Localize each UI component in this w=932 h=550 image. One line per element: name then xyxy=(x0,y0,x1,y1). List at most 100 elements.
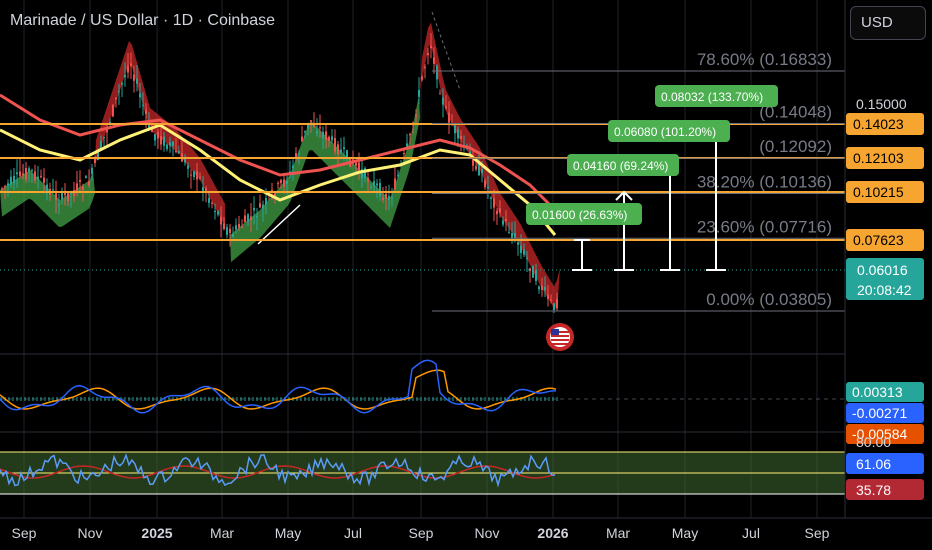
candle-body xyxy=(292,165,294,169)
time-axis-tick: Sep xyxy=(12,525,37,541)
macd-histogram-bar xyxy=(124,397,126,401)
candle-body xyxy=(340,149,342,153)
candle-body xyxy=(334,138,336,152)
candle-body xyxy=(52,189,54,191)
candle-body xyxy=(355,162,357,166)
candle-body xyxy=(220,216,222,225)
candle-body xyxy=(319,127,321,129)
macd-histogram-bar xyxy=(128,397,130,401)
target-label-box xyxy=(655,85,778,107)
macd-histogram-bar xyxy=(268,397,270,401)
time-axis-tick: Nov xyxy=(78,525,103,541)
candle-body xyxy=(67,191,69,202)
dashed-trend-line xyxy=(431,11,461,91)
macd-histogram-bar xyxy=(412,397,414,401)
candle-body xyxy=(193,171,195,178)
macd-histogram-bar xyxy=(556,397,558,401)
time-axis-tick: Jul xyxy=(344,525,362,541)
currency-button[interactable]: USD xyxy=(850,6,926,40)
candle-body xyxy=(37,176,39,180)
candle-body xyxy=(499,208,501,213)
target-arrowhead xyxy=(615,190,633,201)
candle-body xyxy=(361,169,363,179)
macd-histogram-bar xyxy=(80,397,82,401)
candle-body xyxy=(205,187,207,193)
macd-histogram-bar xyxy=(188,397,190,401)
candle-body xyxy=(178,150,180,154)
macd-histogram-bar xyxy=(508,397,510,401)
candle-body xyxy=(97,150,99,161)
macd-histogram-bar xyxy=(528,397,530,401)
candle-body xyxy=(469,151,471,154)
us-flag-icon[interactable] xyxy=(546,323,574,351)
candle-body xyxy=(520,245,522,253)
candle-body xyxy=(148,121,150,129)
candle-body xyxy=(373,181,375,187)
target-label-text: 0.06080 (101.20%) xyxy=(614,125,716,139)
candle-body xyxy=(151,127,153,132)
candle-body xyxy=(280,180,282,184)
candle-body xyxy=(484,180,486,188)
candle-body xyxy=(535,270,537,282)
target-label-box xyxy=(608,120,730,142)
macd-histogram-bar xyxy=(116,397,118,401)
macd-histogram-bar xyxy=(44,397,46,401)
candle-body xyxy=(283,179,285,187)
price-level-value: 0.12103 xyxy=(853,150,904,166)
last-price-value: 0.06016 xyxy=(857,262,908,278)
macd-histogram-bar xyxy=(488,397,490,401)
candle-body xyxy=(61,192,63,200)
macd-histogram-bar xyxy=(160,397,162,401)
candle-body xyxy=(133,74,135,81)
candle-body xyxy=(409,133,411,136)
macd-histogram-bar xyxy=(32,397,34,401)
time-axis-tick: 2026 xyxy=(537,525,568,541)
macd-histogram-bar xyxy=(320,397,322,401)
macd-histogram-bar xyxy=(540,397,542,401)
candle-body xyxy=(235,225,237,230)
macd-histogram-bar xyxy=(332,397,334,401)
candle-body xyxy=(316,131,318,134)
candle-body xyxy=(493,198,495,208)
macd-histogram-bar xyxy=(376,397,378,401)
price-level-value: 0.07623 xyxy=(853,232,904,248)
time-axis: Sep Nov 2025 Mar May Jul Sep Nov 2026 Mar May Jul Se… xyxy=(0,517,932,541)
candle-body xyxy=(238,223,240,228)
candle-body xyxy=(76,183,78,193)
candle-body xyxy=(433,57,435,64)
rsi-value-label xyxy=(846,453,924,474)
candle-body xyxy=(58,204,60,206)
rsi-ma-line xyxy=(0,465,556,479)
macd-histogram-bar xyxy=(348,397,350,401)
candle-body xyxy=(532,266,534,278)
candle-body xyxy=(496,210,498,215)
macd-histogram-bar xyxy=(492,397,494,401)
macd-histogram-bar xyxy=(260,397,262,401)
target-label-box xyxy=(526,203,642,225)
macd-histogram-bar xyxy=(452,397,454,401)
time-axis-tick: May xyxy=(275,525,301,541)
macd-histogram-bar xyxy=(460,397,462,401)
candle-body xyxy=(406,143,408,147)
macd-histogram-bar xyxy=(524,397,526,401)
macd-histogram-bar xyxy=(8,397,10,401)
candle-body xyxy=(100,141,102,149)
candle-body xyxy=(142,104,144,106)
macd-histogram-bar xyxy=(144,397,146,401)
candle-body xyxy=(7,183,9,186)
macd-histogram-bar xyxy=(364,397,366,401)
candle-body xyxy=(85,176,87,179)
candle-body xyxy=(10,176,12,185)
macd-histogram-bar xyxy=(200,397,202,401)
macd-histogram-bar xyxy=(52,397,54,401)
macd-histogram-bar xyxy=(532,397,534,401)
macd-histogram-bar xyxy=(24,397,26,401)
macd-histogram-bar xyxy=(368,397,370,401)
macd-histogram-bar xyxy=(304,397,306,401)
candle-body xyxy=(190,174,192,176)
macd-histogram-bar xyxy=(240,397,242,401)
macd-histogram-bar xyxy=(420,397,422,401)
candle-body xyxy=(445,106,447,108)
macd-histogram-bar xyxy=(272,397,274,401)
